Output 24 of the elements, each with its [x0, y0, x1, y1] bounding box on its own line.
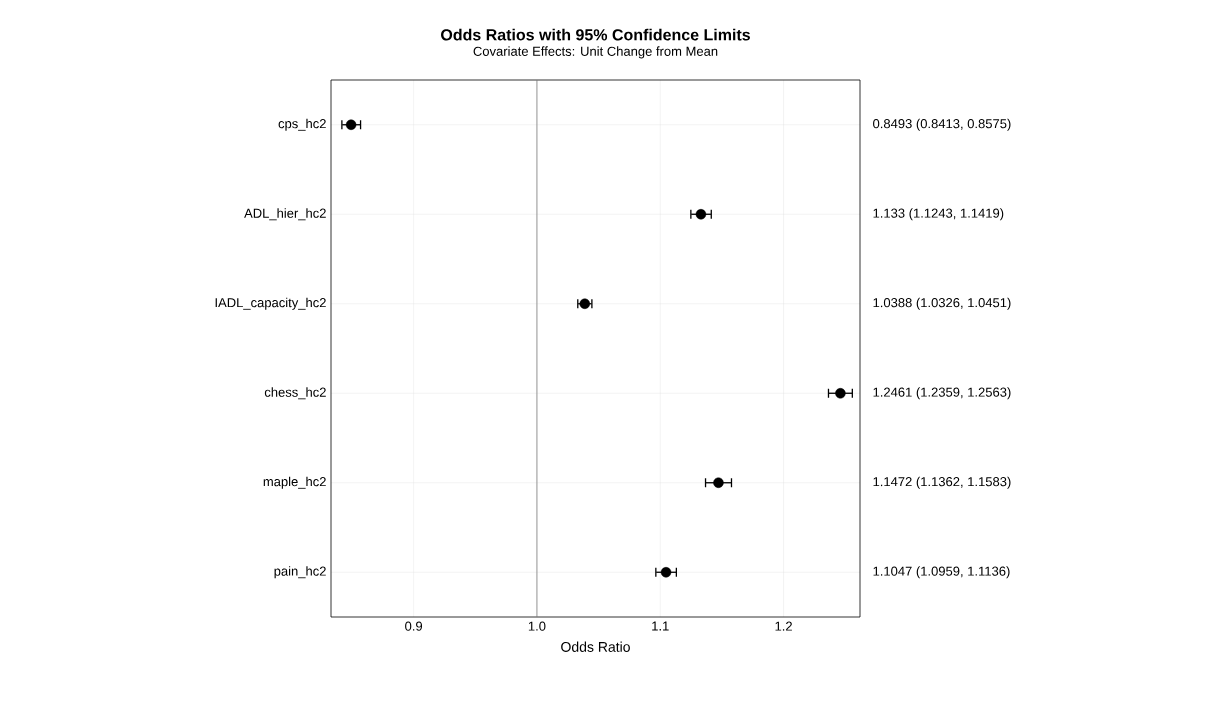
text: 1.1472 (1.1362, 1.1583) [873, 476, 1011, 489]
x-tick-label: 1.1 [652, 621, 669, 631]
text: 1.2461 (1.2359, 1.2563) [873, 387, 1011, 400]
y-tick-label: ADL_hier_hc2 [244, 208, 326, 221]
point [660, 567, 672, 578]
y-tick-label: maple_hc2 [263, 476, 326, 489]
text: 0.8493 (0.8413, 0.8575) [873, 118, 1011, 131]
chart-subtitle: Covariate Effects: Unit Change from Mean [473, 46, 718, 59]
y-tick-label: cps_hc2 [278, 118, 326, 131]
text: 1.0388 (1.0326, 1.0451) [873, 297, 1011, 310]
text: 1.133 (1.1243, 1.1419) [873, 208, 1004, 221]
y-tick-label: chess_hc2 [264, 387, 326, 400]
x-axis-title: Odds Ratio [561, 641, 630, 652]
point [345, 119, 357, 130]
text: 1.1047 (1.0959, 1.1136) [873, 566, 1010, 579]
x-tick-label: 1.0 [528, 621, 546, 631]
x-tick-label: 0.9 [405, 621, 423, 631]
y-tick-label: IADL_capacity_hc2 [215, 297, 326, 310]
point [695, 209, 707, 220]
chart-title: Odds Ratios with 95% Confidence Limits [441, 28, 750, 41]
y-tick-label: pain_hc2 [274, 566, 326, 579]
point [835, 388, 846, 399]
x-tick-label: 1.2 [775, 621, 792, 631]
point [713, 477, 724, 488]
